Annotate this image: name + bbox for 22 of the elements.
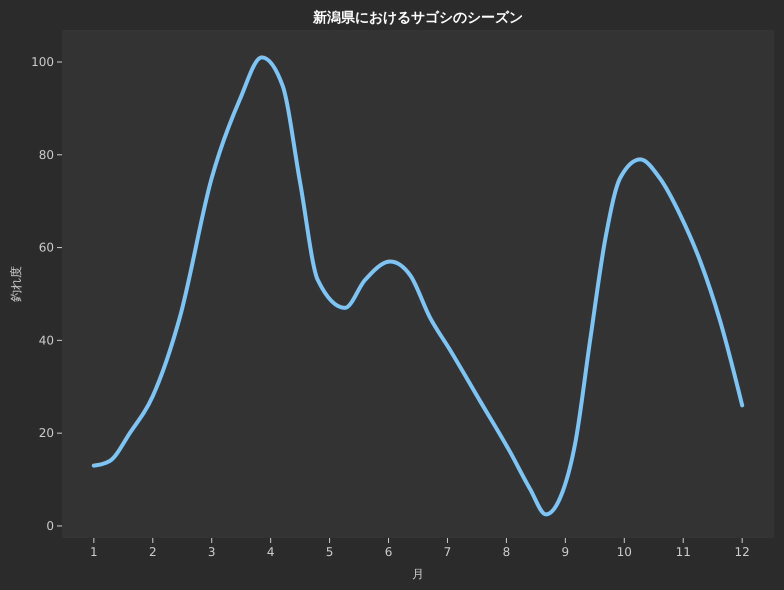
y-tick-label: 80 — [38, 148, 54, 162]
x-tick-label: 10 — [616, 545, 632, 559]
x-tick-label: 11 — [676, 545, 691, 559]
x-tick-label: 2 — [148, 545, 157, 559]
x-tick-label: 8 — [502, 545, 510, 559]
x-tick-label: 12 — [734, 545, 750, 559]
x-tick-label: 4 — [266, 545, 274, 559]
y-tick-label: 20 — [38, 426, 54, 440]
x-tick-label: 6 — [384, 545, 392, 559]
y-tick-label: 0 — [46, 518, 54, 533]
x-tick-label: 3 — [208, 545, 216, 559]
y-axis-title: 釣れ度 — [9, 266, 23, 302]
x-tick-label: 7 — [444, 545, 452, 559]
x-tick-label: 1 — [90, 545, 98, 559]
y-tick-label: 100 — [31, 55, 54, 70]
x-tick-label: 9 — [562, 545, 570, 559]
y-tick-label: 60 — [38, 240, 54, 255]
line-series — [92, 55, 744, 516]
y-tick-label: 40 — [38, 333, 54, 348]
chart-title: 新潟県におけるサゴシのシーズン — [312, 9, 523, 26]
x-tick-label: 5 — [326, 545, 334, 559]
x-axis-title: 月 — [412, 567, 424, 581]
